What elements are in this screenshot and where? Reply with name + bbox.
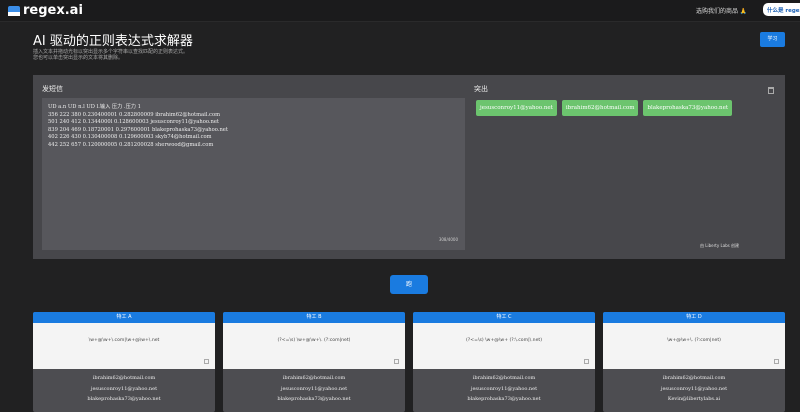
agent-name: 特工 C [413,312,595,323]
match-item: blakeprohaska73@yahoo.net [87,396,161,402]
copy-icon[interactable] [584,359,589,364]
match-item: Kevin@libertylabs.ai [667,396,721,402]
match-item: ibrahim62@hotmail.com [282,375,346,381]
learn-button[interactable]: 学习 [760,32,785,47]
what-is-button[interactable]: 什么是 regex.ai [763,3,800,16]
agent-card: 特工 D \w+@\w+\. (?:com|net) ibrahim62@hot… [603,312,785,412]
match-item: ibrahim62@hotmail.com [92,375,156,381]
agent-name: 特工 B [223,312,405,323]
page-title: AI 驱动的正则表达式求解器 [33,34,193,49]
match-item: jesusconroy11@yahoo.net [660,385,728,392]
regex-text: (?<=\s) \w+@\w+ (?:\.com|\.net) [466,338,542,343]
match-item: blakeprohaska73@yahoo.net [467,396,541,402]
match-item: ibrahim62@hotmail.com [662,375,726,381]
logo-text: regex.ai [23,3,83,18]
agent-name: 特工 A [33,312,215,323]
regex-text: \w+@\w+\. (?:com|net) [667,338,721,343]
trash-icon[interactable] [768,87,774,94]
copy-icon[interactable] [394,359,399,364]
highlight-chip[interactable]: jesusconroy11@yahoo.net [476,100,557,116]
text-input[interactable]: UD a.n UD n.l UD l.输入 压力 .压力 1 356 222 3… [42,98,465,250]
match-item: jesusconroy11@yahoo.net [90,385,158,392]
highlight-chip[interactable]: blakeprohaska73@yahoo.net [643,100,733,116]
char-count: 308/4000 [438,237,458,243]
agent-card: 特工 C (?<=\s) \w+@\w+ (?:\.com|\.net) ibr… [413,312,595,412]
match-item: blakeprohaska73@yahoo.net [277,396,351,402]
subtitle-line: 您也可以单击突出显示的文本将其删除。 [33,55,124,61]
agent-card: 特工 A \w+@\w+\.com|\w+@\w+\.net ibrahim62… [33,312,215,412]
copy-icon[interactable] [204,359,209,364]
agent-matches: ibrahim62@hotmail.com jesusconroy11@yahoo… [603,369,785,405]
regex-text: (?<=\s) \w+@\w+\. (?:com|net) [277,338,351,343]
output-label: 突出 [474,85,488,93]
copy-icon[interactable] [774,359,779,364]
highlight-chip[interactable]: ibrahim62@hotmail.com [561,100,639,116]
subtitle-line: 插入文本并拖动光标以突出显示多个字符串以查找匹配的正则表达式。 [33,49,189,55]
page-subtitle: 插入文本并拖动光标以突出显示多个字符串以查找匹配的正则表达式。 您也可以单击突出显… [33,49,188,61]
top-bar: regex.ai 选购我们的商品 🙏 什么是 regex.ai [0,0,800,22]
editor-panel: 发短信 UD a.n UD n.l UD l.输入 压力 .压力 1 356 2… [33,75,785,259]
agent-matches: ibrahim62@hotmail.com jesusconroy11@yahoo… [223,369,405,405]
shop-link[interactable]: 选购我们的商品 🙏 [696,8,748,15]
agent-regex: \w+@\w+\. (?:com|net) [603,323,785,369]
input-label: 发短信 [42,85,63,93]
logo-icon [8,5,20,16]
agent-matches: ibrahim62@hotmail.com jesusconroy11@yahoo… [33,369,215,405]
agent-card: 特工 B (?<=\s) \w+@\w+\. (?:com|net) ibrah… [223,312,405,412]
match-item: jesusconroy11@yahoo.net [470,385,538,392]
agent-regex: (?<=\s) \w+@\w+\. (?:com|net) [223,323,405,369]
run-button[interactable]: 跑 [390,275,428,294]
regex-text: \w+@\w+\.com|\w+@\w+\.net [88,338,160,343]
credit-text[interactable]: 由 Liberty Labs 创建 [700,243,740,248]
match-item: ibrahim62@hotmail.com [472,375,536,381]
agent-regex: \w+@\w+\.com|\w+@\w+\.net [33,323,215,369]
match-item: jesusconroy11@yahoo.net [280,385,348,392]
agent-name: 特工 D [603,312,785,323]
agent-regex: (?<=\s) \w+@\w+ (?:\.com|\.net) [413,323,595,369]
agent-matches: ibrahim62@hotmail.com jesusconroy11@yahoo… [413,369,595,405]
logo[interactable]: regex.ai [8,3,83,18]
input-text: UD a.n UD n.l UD l.输入 压力 .压力 1 356 222 3… [48,104,228,148]
